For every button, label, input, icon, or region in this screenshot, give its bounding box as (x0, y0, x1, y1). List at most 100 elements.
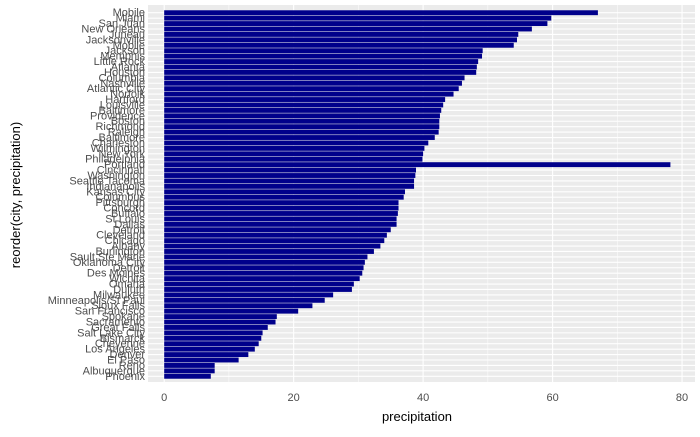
y-tick-label: Los Angeles (85, 344, 145, 356)
bar (164, 292, 334, 298)
y-tick-label: Columbus (95, 192, 145, 204)
bar (164, 194, 404, 200)
y-tick-label: Memphis (100, 51, 145, 63)
bar (164, 368, 215, 374)
bar (164, 167, 416, 173)
bar (164, 249, 374, 254)
bar (164, 15, 552, 21)
y-tick-label: Detroit (113, 224, 145, 236)
y-tick-label: Duluth (113, 284, 145, 296)
bar (164, 113, 440, 119)
y-tick-label: Cheyenne (95, 338, 145, 350)
bar (164, 97, 446, 102)
y-tick-label: Philadelphia (85, 154, 146, 166)
x-tick-label: 80 (676, 392, 688, 404)
bar (164, 341, 259, 347)
bar (164, 281, 354, 287)
bar (164, 238, 385, 244)
bar (164, 135, 435, 140)
bar (164, 335, 262, 341)
bar (164, 124, 440, 130)
bar (164, 352, 249, 358)
y-tick-label: Milwaukee (93, 289, 145, 301)
y-tick-label: Dallas (114, 219, 145, 231)
y-tick-label: Phoenix (105, 371, 145, 383)
y-tick-label: Bismarck (100, 333, 146, 345)
y-tick-label: Mobile (113, 7, 145, 19)
bar (164, 270, 363, 276)
y-tick-label: Seattle Tacoma (69, 175, 146, 187)
y-tick-label: Atlanta (111, 61, 146, 73)
bar (164, 64, 477, 70)
y-tick-label: Charleston (92, 137, 145, 149)
bar (164, 254, 368, 260)
bar (164, 129, 439, 135)
y-tick-label: St Louis (105, 213, 145, 225)
y-tick-label: Indianapolis (86, 181, 145, 193)
y-tick-label: Sioux Falls (91, 300, 145, 312)
y-tick-label: Concord (103, 203, 145, 215)
y-tick-label: Boston (111, 116, 145, 128)
y-tick-label: Miami (116, 13, 145, 25)
y-tick-label: Juneau (109, 29, 145, 41)
x-tick-labels: 0 20 40 60 80 (161, 392, 688, 404)
y-tick-label: Wilmington (91, 143, 145, 155)
y-axis-title: reorder(city, precipitation) (8, 122, 23, 268)
y-tick-label: Jacksonville (86, 34, 145, 46)
y-tick-label: Atlantic City (87, 83, 146, 95)
y-tick-label: Salt Lake City (77, 327, 145, 339)
bar (164, 80, 462, 86)
y-tick-label: Burlington (95, 246, 145, 258)
y-tick-label: Wichita (109, 273, 146, 285)
bar (164, 216, 397, 222)
bar (164, 42, 514, 48)
y-tick-label: Mobile (113, 40, 145, 52)
x-tick-label: 40 (417, 392, 429, 404)
bar (164, 75, 465, 81)
x-tick-label: 0 (161, 392, 167, 404)
bar (164, 69, 477, 75)
bar (164, 48, 483, 54)
bar (164, 259, 365, 265)
y-tick-label: Sacramento (86, 317, 145, 329)
bar (164, 178, 415, 184)
y-tick-label: Raleigh (108, 127, 145, 139)
bar (164, 156, 423, 162)
y-tick-label: Cleveland (96, 230, 145, 242)
bar (164, 53, 483, 59)
y-tick-label: Oklahoma City (73, 257, 146, 269)
y-tick-label: San Juan (99, 18, 145, 30)
y-tick-label: Jackson (105, 45, 145, 57)
bar (164, 102, 444, 108)
bar (164, 265, 364, 271)
bar (164, 91, 454, 97)
bar (164, 140, 429, 146)
bar (164, 276, 360, 282)
y-tick-label: Houston (104, 67, 145, 79)
bar (164, 10, 598, 16)
bar (164, 205, 399, 211)
y-tick-label: Denver (110, 349, 146, 361)
y-tick-label: Reno (119, 360, 145, 372)
bar (164, 189, 405, 195)
bar (164, 37, 517, 43)
x-tick-label: 60 (546, 392, 558, 404)
y-tick-label: Norfolk (110, 89, 145, 101)
bar (164, 221, 397, 227)
bar (164, 200, 399, 206)
y-tick-label: Baltimore (99, 105, 145, 117)
bar (164, 211, 398, 216)
bar (164, 151, 424, 157)
y-tick-label: Albany (111, 241, 145, 253)
y-tick-label: Kansas City (86, 186, 145, 198)
bar (164, 297, 325, 303)
y-tick-label: Portland (104, 159, 145, 171)
bar (164, 86, 459, 92)
bar (164, 330, 263, 336)
bar (164, 26, 532, 32)
bar (164, 325, 268, 330)
bars-layer (164, 10, 671, 379)
bar (164, 287, 352, 292)
bar (164, 59, 479, 64)
